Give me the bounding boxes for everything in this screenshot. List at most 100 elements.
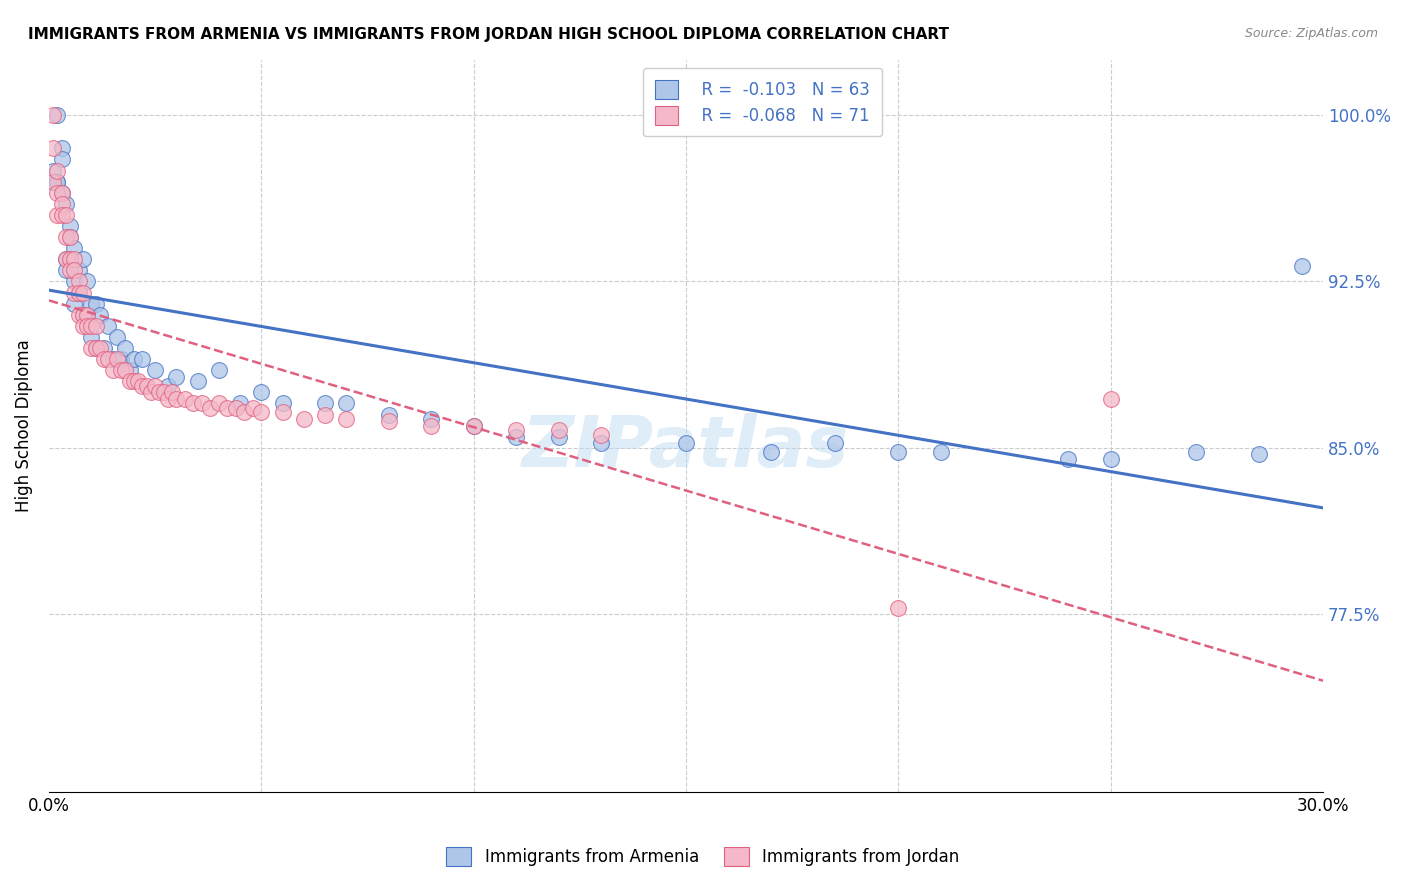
Text: IMMIGRANTS FROM ARMENIA VS IMMIGRANTS FROM JORDAN HIGH SCHOOL DIPLOMA CORRELATIO: IMMIGRANTS FROM ARMENIA VS IMMIGRANTS FR… bbox=[28, 27, 949, 42]
Point bbox=[63, 263, 86, 277]
Point bbox=[118, 374, 141, 388]
Point bbox=[250, 385, 273, 400]
Point bbox=[76, 275, 98, 289]
Point bbox=[59, 252, 82, 267]
Point bbox=[143, 378, 166, 392]
Legend:   R =  -0.103   N = 63,   R =  -0.068   N = 71: R = -0.103 N = 63, R = -0.068 N = 71 bbox=[643, 68, 882, 136]
Point bbox=[131, 378, 153, 392]
Point bbox=[89, 308, 111, 322]
Point bbox=[72, 285, 94, 300]
Point bbox=[377, 408, 399, 422]
Point bbox=[42, 163, 65, 178]
Point bbox=[271, 405, 294, 419]
Text: Source: ZipAtlas.com: Source: ZipAtlas.com bbox=[1244, 27, 1378, 40]
Point bbox=[101, 352, 124, 367]
Point bbox=[887, 600, 910, 615]
Point bbox=[46, 108, 69, 122]
Point bbox=[80, 318, 103, 333]
Point bbox=[1184, 445, 1206, 459]
Point bbox=[46, 175, 69, 189]
Point bbox=[591, 427, 613, 442]
Point bbox=[105, 330, 128, 344]
Point bbox=[42, 141, 65, 155]
Point bbox=[314, 408, 336, 422]
Point bbox=[929, 445, 952, 459]
Point bbox=[887, 445, 910, 459]
Point bbox=[114, 363, 136, 377]
Point bbox=[42, 175, 65, 189]
Point bbox=[55, 252, 77, 267]
Point bbox=[143, 363, 166, 377]
Point bbox=[84, 318, 107, 333]
Point bbox=[160, 385, 183, 400]
Point bbox=[51, 196, 73, 211]
Point bbox=[122, 352, 145, 367]
Point bbox=[156, 378, 179, 392]
Point bbox=[148, 385, 170, 400]
Point bbox=[55, 230, 77, 244]
Point bbox=[42, 175, 65, 189]
Point bbox=[131, 352, 153, 367]
Point bbox=[46, 175, 69, 189]
Point bbox=[314, 396, 336, 410]
Point bbox=[84, 341, 107, 355]
Point bbox=[1057, 451, 1080, 466]
Point bbox=[759, 445, 782, 459]
Point bbox=[110, 352, 132, 367]
Point bbox=[127, 374, 149, 388]
Point bbox=[51, 186, 73, 200]
Point bbox=[187, 374, 209, 388]
Point bbox=[67, 275, 90, 289]
Point bbox=[105, 352, 128, 367]
Point bbox=[420, 412, 443, 426]
Point bbox=[152, 385, 174, 400]
Point bbox=[93, 352, 115, 367]
Point bbox=[67, 285, 90, 300]
Point bbox=[335, 396, 357, 410]
Point bbox=[97, 352, 120, 367]
Point bbox=[139, 385, 162, 400]
Point bbox=[463, 418, 485, 433]
Point bbox=[97, 318, 120, 333]
Point bbox=[72, 318, 94, 333]
Point bbox=[59, 263, 82, 277]
Point bbox=[67, 308, 90, 322]
Point bbox=[156, 392, 179, 406]
Point bbox=[84, 341, 107, 355]
Text: ZIPatlas: ZIPatlas bbox=[523, 413, 849, 482]
Point bbox=[591, 436, 613, 450]
Point bbox=[51, 153, 73, 167]
Point bbox=[67, 263, 90, 277]
Point bbox=[55, 263, 77, 277]
Point bbox=[1099, 392, 1122, 406]
Point bbox=[208, 363, 231, 377]
Point bbox=[208, 396, 231, 410]
Point bbox=[80, 330, 103, 344]
Point bbox=[63, 296, 86, 310]
Point bbox=[1249, 448, 1271, 462]
Point bbox=[72, 308, 94, 322]
Point bbox=[271, 396, 294, 410]
Point bbox=[225, 401, 247, 415]
Point bbox=[505, 423, 527, 437]
Point bbox=[72, 252, 94, 267]
Point bbox=[217, 401, 239, 415]
Point bbox=[63, 285, 86, 300]
Point bbox=[824, 436, 846, 450]
Point bbox=[51, 186, 73, 200]
Point bbox=[101, 363, 124, 377]
Point bbox=[59, 252, 82, 267]
Point bbox=[76, 308, 98, 322]
Point bbox=[463, 418, 485, 433]
Point bbox=[55, 252, 77, 267]
Point bbox=[191, 396, 214, 410]
Point bbox=[335, 412, 357, 426]
Point bbox=[229, 396, 252, 410]
Point bbox=[122, 374, 145, 388]
Point bbox=[183, 396, 205, 410]
Point bbox=[200, 401, 222, 415]
Y-axis label: High School Diploma: High School Diploma bbox=[15, 339, 32, 512]
Point bbox=[51, 141, 73, 155]
Point bbox=[59, 230, 82, 244]
Point bbox=[59, 219, 82, 233]
